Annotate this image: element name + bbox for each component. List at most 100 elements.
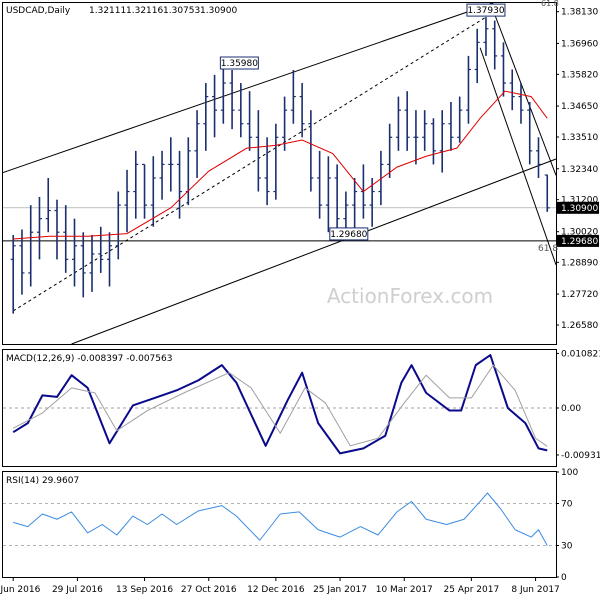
- x-tick-label: 25 Jan 2017: [313, 585, 367, 595]
- ohlc-bar: [229, 70, 235, 130]
- ohlc-bar: [422, 110, 428, 151]
- ohlc-bar: [378, 150, 384, 206]
- fib-label: 61.8: [538, 244, 558, 254]
- trendline-lower-channel: [71, 158, 557, 345]
- macd-panel: [3, 354, 556, 455]
- ohlc-bar: [395, 96, 401, 151]
- price-tag-bg: [557, 201, 599, 214]
- price-tag-bg: [557, 234, 599, 247]
- ohlc-bar: [238, 83, 244, 138]
- rsi-tick-label: 30: [561, 542, 573, 552]
- ohlc-bar: [352, 177, 358, 233]
- ohlc-bar: [430, 118, 436, 165]
- x-tick-label: 29 Jul 2016: [52, 585, 103, 595]
- rsi-series-line: [13, 492, 548, 546]
- price-annotation-label: 1.37930: [467, 6, 504, 16]
- x-tick-label: 13 Sep 2016: [116, 585, 173, 595]
- rsi-tick-label: 70: [561, 500, 573, 510]
- rsi-tick-label: 100: [561, 468, 578, 478]
- ohlc-bar: [465, 55, 471, 124]
- ohlc-bar: [404, 91, 410, 151]
- ohlc-bar: [28, 205, 34, 287]
- ohlc-bar: [299, 83, 305, 138]
- x-tick-label: 27 Oct 2016: [181, 585, 237, 595]
- ohlc-bar: [142, 163, 148, 219]
- macd-tick-label: 0.010821: [561, 349, 600, 359]
- ohlc-bar: [544, 174, 550, 212]
- ohlc-bar: [98, 226, 104, 273]
- price-annotation-box: [466, 3, 506, 17]
- ohlc-bar: [71, 218, 77, 287]
- x-tick-label: 8 Jun 2017: [511, 585, 559, 595]
- ohlc-bar: [133, 150, 139, 219]
- support-level-tag: 1.29680: [557, 234, 599, 247]
- ohlc-bar: [527, 102, 533, 165]
- x-tick-label: 25 Apr 2017: [444, 585, 500, 595]
- ohlc-bar: [439, 110, 445, 173]
- rsi-panel-frame: [2, 471, 557, 578]
- ohlc-bar: [535, 137, 541, 178]
- ohlc-bar: [212, 74, 218, 138]
- price-tick-label: 1.32340: [561, 165, 598, 175]
- rsi-tick-label: 0: [561, 573, 567, 583]
- macd-tick-label: 0.00: [561, 404, 581, 414]
- ohlc-bar: [177, 150, 183, 219]
- macd-series-macd: [12, 354, 548, 455]
- ohlc-bar: [483, 17, 489, 56]
- ohlc-bar: [290, 70, 296, 124]
- macd-header-label: MACD(12,26,9) -0.008397 -0.007563: [6, 354, 172, 364]
- ohlc-bar: [45, 177, 51, 233]
- ohlc-bar: [308, 110, 314, 192]
- price-tick-label: 1.33510: [561, 133, 598, 143]
- ohlc-bar: [325, 156, 331, 233]
- ohlc-bar: [80, 232, 86, 298]
- ohlc-bar: [203, 83, 209, 151]
- rsi-header-label: RSI(14) 29.9607: [6, 476, 79, 486]
- ohlc-bar: [89, 234, 95, 292]
- ohlc-bar: [448, 102, 454, 151]
- ohlc-close: 1.30900: [200, 6, 237, 16]
- ohlc-bar: [10, 234, 16, 314]
- price-annotation-label: 1.29680: [330, 230, 367, 240]
- ohlc-bar: [19, 229, 25, 295]
- ohlc-bar: [500, 42, 506, 97]
- ohlc-bar: [282, 96, 288, 151]
- macd-series-signal: [12, 364, 548, 447]
- ohlc-bar: [509, 69, 515, 111]
- price-annotation: 1.37930: [466, 3, 506, 17]
- ohlc-bar: [168, 137, 174, 192]
- x-tick-label: 10 Mar 2017: [376, 585, 433, 595]
- price-tick-label: 1.36960: [561, 39, 598, 49]
- ohlc-bar: [150, 156, 156, 227]
- macd-tick-label: -0.009312: [561, 451, 600, 461]
- price-tag-label: 1.29680: [561, 237, 598, 247]
- ohlc-bar: [492, 20, 498, 70]
- current-price-tag: 1.30900: [557, 201, 599, 214]
- ohlc-bar: [115, 191, 121, 260]
- ohlc-bar: [255, 110, 261, 192]
- price-annotation-box: [219, 56, 259, 70]
- ohlc-bar: [194, 110, 200, 178]
- moving-average-line: [13, 90, 548, 240]
- x-tick-label: 12 Dec 2016: [247, 585, 305, 595]
- ohlc-bar: [413, 110, 419, 165]
- x-tick-label: 15 Jun 2016: [0, 585, 41, 595]
- price-tick-label: 1.34650: [561, 102, 598, 112]
- price-tick-label: 1.31200: [561, 196, 598, 206]
- ohlc-bar: [264, 137, 270, 206]
- price-annotation-label: 1.35980: [221, 59, 258, 69]
- price-header-label: USDCAD,Daily: [6, 6, 71, 16]
- ohlc-bar: [369, 177, 375, 227]
- price-annotation-box: [329, 227, 369, 241]
- price-annotation: 1.35980: [219, 56, 259, 70]
- ohlc-open: 1.32111: [89, 6, 126, 16]
- ohlc-bar: [185, 137, 191, 206]
- ohlc-bar: [457, 96, 463, 143]
- ohlc-bar: [518, 83, 524, 124]
- top-right-label: 61.8: [541, 0, 559, 8]
- ohlc-low: 1.30753: [163, 6, 200, 16]
- ohlc-high: 1.32116: [126, 6, 163, 16]
- ohlc-bar: [220, 69, 226, 124]
- ohlc-bar: [247, 91, 253, 151]
